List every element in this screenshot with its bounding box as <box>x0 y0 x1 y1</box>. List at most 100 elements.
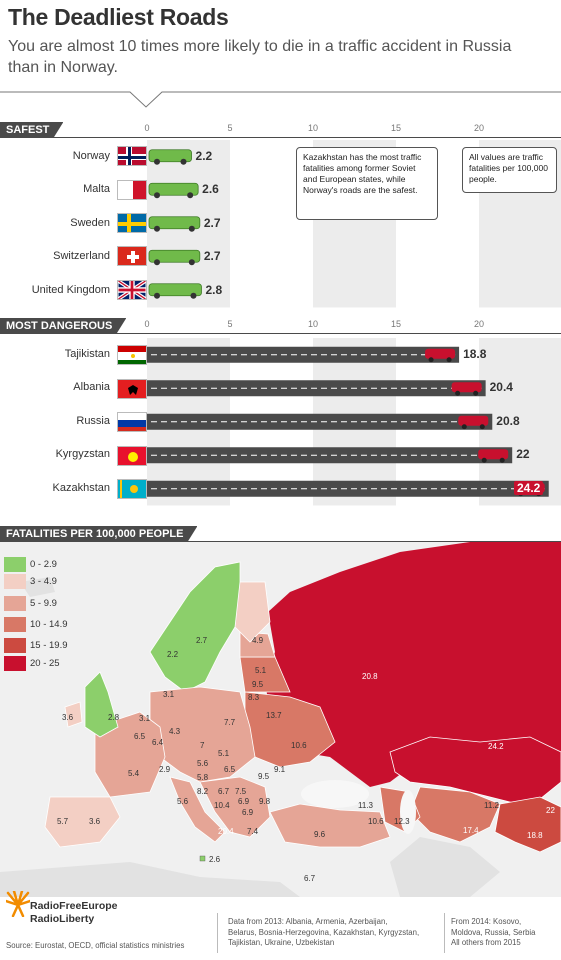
bar <box>148 283 202 297</box>
axis-tick-label: 10 <box>307 123 318 133</box>
iceland-region <box>20 577 55 597</box>
data-label: 2.8 <box>205 282 223 297</box>
bar <box>147 447 513 464</box>
data-2014-line: All others from 2015 <box>451 938 521 947</box>
map-value-label: 10.4 <box>214 801 230 810</box>
map-value-label: 2.6 <box>209 855 221 864</box>
bar <box>148 149 192 163</box>
kazakhstan-flag-icon <box>117 479 147 499</box>
legend-item: 5 - 9.9 <box>4 596 57 611</box>
bar <box>148 249 201 263</box>
data-label: 20.8 <box>496 413 520 428</box>
russia-region <box>265 542 561 802</box>
europe-map <box>0 542 561 897</box>
country-label: Switzerland <box>53 250 110 263</box>
wheel-icon <box>154 259 160 266</box>
axis-tick-label: 5 <box>227 123 233 133</box>
italy-region <box>169 776 226 843</box>
grid-band <box>479 338 561 506</box>
country-label: Kazakhstan <box>52 481 110 494</box>
norway-flag-icon <box>117 146 147 166</box>
subtitle-line: You are almost 10 times more likely to d… <box>8 38 512 55</box>
uk-region <box>84 671 119 738</box>
legend-item: 0 - 2.9 <box>4 557 57 572</box>
wheel-icon <box>461 424 467 430</box>
subtitle-line: than in Norway. <box>8 59 118 76</box>
map-value-label: 3.6 <box>89 817 101 826</box>
map-value-label: 9.6 <box>314 830 326 839</box>
tajikistan-flag-icon <box>117 345 147 365</box>
data-2013-line: Tajikistan, Ukraine, Uzbekistan <box>228 938 335 947</box>
wheel-icon <box>187 192 194 199</box>
map-value-label: 20.8 <box>362 672 378 681</box>
data-label: 24.2 <box>514 480 544 495</box>
ireland-region <box>64 701 83 728</box>
page-subtitle: You are almost 10 times more likely to d… <box>8 36 528 78</box>
data-2014-note: From 2014: Kosovo, Moldova, Russia, Serb… <box>451 917 536 949</box>
country-label: Malta <box>83 183 110 196</box>
country-label: United Kingdom <box>31 283 110 296</box>
section-rule <box>0 333 561 334</box>
united-kingdom-flag-icon <box>117 280 147 300</box>
map-value-label: 5.8 <box>197 773 209 782</box>
legend-label: 15 - 19.9 <box>30 640 68 651</box>
legend-swatch <box>4 656 26 671</box>
legend-label: 20 - 25 <box>30 658 60 669</box>
map-value-label: 2.2 <box>167 650 179 659</box>
legend-item: 3 - 4.9 <box>4 574 57 589</box>
legend-swatch <box>4 574 26 589</box>
map-value-label: 7 <box>200 741 205 750</box>
land-grey <box>0 862 300 897</box>
kazakhstan-region <box>389 736 561 808</box>
axis-tick-label: 15 <box>390 319 401 329</box>
france-region <box>94 711 166 798</box>
data-2014-line: From 2014: Kosovo, <box>451 917 522 926</box>
wheel-icon <box>188 259 195 266</box>
logo-line-1: RadioFreeEurope <box>30 900 118 912</box>
map-value-label: 12.3 <box>394 817 410 826</box>
map-value-label: 7.5 <box>235 787 247 796</box>
legend-swatch <box>4 557 26 572</box>
malta-flag-icon <box>117 180 147 200</box>
data-2014-line: Moldova, Russia, Serbia <box>451 927 536 937</box>
country-label: Russia <box>76 414 110 427</box>
legend-label: 5 - 9.9 <box>30 598 57 609</box>
land-grey <box>390 837 500 897</box>
wheel-icon <box>190 292 197 299</box>
country-label: Sweden <box>70 216 110 229</box>
map-value-label: 2.9 <box>159 765 171 774</box>
map-value-label: 11.2 <box>484 801 499 810</box>
map-value-label: 18.8 <box>527 831 543 840</box>
country-label: Tajikistan <box>64 347 110 360</box>
country-label: Norway <box>72 149 110 162</box>
data-2013-note: Data from 2013: Albania, Armenia, Azerba… <box>228 917 419 949</box>
legend-item: 20 - 25 <box>4 656 60 671</box>
legend-swatch <box>4 617 26 632</box>
caspian-sea <box>400 790 416 834</box>
map-value-label: 3.1 <box>163 690 175 699</box>
map-value-label: 22 <box>546 806 555 815</box>
wheel-icon <box>479 424 485 430</box>
map-value-label: 11.3 <box>358 801 373 810</box>
legend-swatch <box>4 596 26 611</box>
wheel-icon <box>154 292 160 299</box>
map-value-label: 10.6 <box>368 817 384 826</box>
bar <box>147 413 493 430</box>
map-value-label: 5.6 <box>177 797 189 806</box>
switzerland-flag-icon <box>117 246 147 266</box>
wheel-icon <box>446 357 452 363</box>
map-value-label: 8.3 <box>248 693 260 702</box>
axis-tick-label: 0 <box>144 123 150 133</box>
data-label: 2.6 <box>202 182 219 197</box>
balkans-region <box>199 776 271 838</box>
data-label: 22 <box>516 447 530 462</box>
wheel-icon <box>188 225 195 232</box>
data-2013-line: Belarus, Bosnia-Herzegovina, Kazakhstan,… <box>228 927 420 937</box>
section-rule <box>0 137 561 138</box>
wheel-icon <box>428 357 434 363</box>
black-sea <box>301 780 369 808</box>
map-value-label: 9.5 <box>252 680 264 689</box>
car-icon <box>425 348 456 359</box>
map-value-label: 6.9 <box>242 808 254 817</box>
logo-line-2: RadioLiberty <box>30 913 95 925</box>
